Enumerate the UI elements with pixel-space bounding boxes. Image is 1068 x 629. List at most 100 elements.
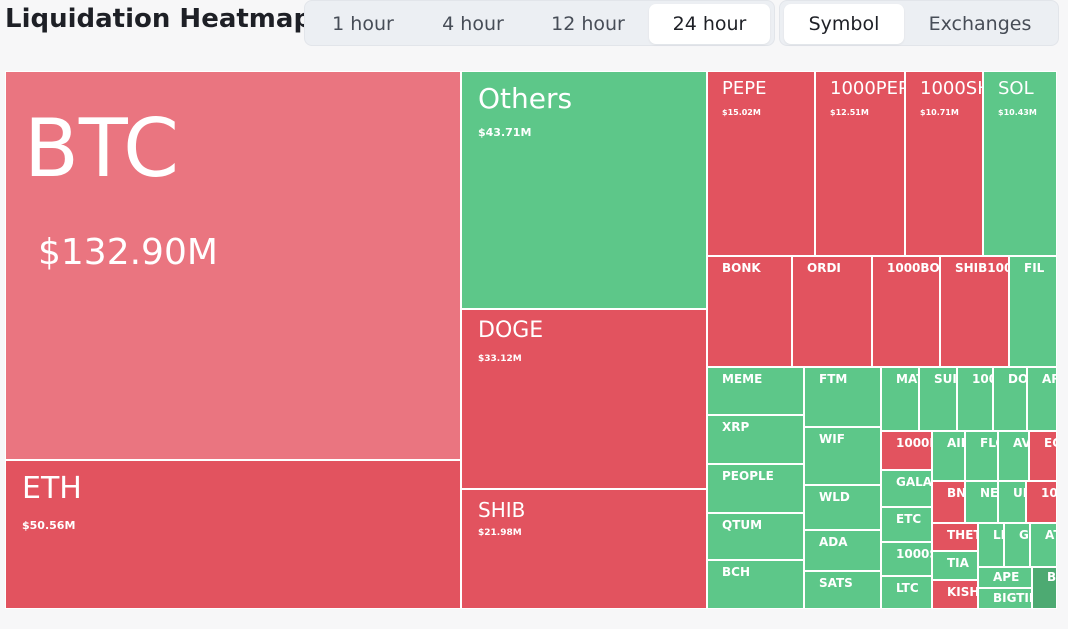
tile-symbol: AID [947,436,964,450]
treemap-tile-etc[interactable]: ETC [881,507,932,542]
tile-symbol: TIA [947,556,969,570]
treemap-tile-1000bonk[interactable]: 1000BONK [872,256,940,367]
treemap-tile-ltc[interactable]: LTC [881,576,932,609]
tile-symbol: APE [993,570,1020,584]
tile-symbol: MATIC [896,372,918,386]
treemap-tile-xrp[interactable]: XRP [707,415,804,464]
tile-symbol: XRP [722,420,750,434]
tile-symbol: WLD [819,490,850,504]
tile-symbol: ETH [22,471,82,506]
treemap-tile-wld[interactable]: WLD [804,485,881,530]
treemap-tile-wif[interactable]: WIF [804,427,881,485]
treemap-tile-g[interactable]: G [1004,523,1030,567]
treemap-tile-atom[interactable]: ATOM [1030,523,1057,567]
tile-symbol: 1000SHIB [920,78,982,99]
treemap-tile-eos[interactable]: EOS [1029,431,1057,481]
treemap-tile-bi[interactable]: BI [1032,567,1057,609]
tile-symbol: FTM [819,372,848,386]
tile-symbol: UNI [1013,486,1025,500]
treemap-tile-near[interactable]: NEAR [965,481,998,523]
treemap-tile-1000floki[interactable]: 1000FLOKI [881,431,932,470]
tile-symbol: SHIB1000 [955,261,1008,275]
tile-symbol: KISHU [947,585,977,599]
tile-symbol: EOS [1044,436,1056,450]
treemap-tile-bonk[interactable]: BONK [707,256,792,367]
treemap-tile-aid[interactable]: AID [932,431,965,481]
treemap-tile-kishu[interactable]: KISHU [932,580,978,609]
page-title: Liquidation Heatmap [5,4,313,34]
treemap-tile-shib[interactable]: SHIB $21.98M [461,489,707,609]
tile-value: $21.98M [478,528,522,538]
treemap-tile-eth[interactable]: ETH $50.56M [5,460,461,609]
tile-symbol: ATOM [1045,528,1056,542]
treemap-tile-1000sats[interactable]: 1000SATS [881,542,932,576]
treemap-tile-dot[interactable]: DOT [993,367,1027,431]
treemap-tile-flo[interactable]: FLO [965,431,998,481]
treemap-tile-qtum[interactable]: QTUM [707,513,804,560]
treemap-tile-li[interactable]: LI [978,523,1004,567]
treemap-tile-matic[interactable]: MATIC [881,367,919,431]
tile-value: $10.71M [920,108,959,117]
treemap-tile-ada[interactable]: ADA [804,530,881,571]
tab-4-hour[interactable]: 4 hour [442,13,504,35]
tile-symbol: 1000BONK [887,261,940,275]
treemap-tile-1000pepe[interactable]: 1000PEPE $12.51M [815,71,905,256]
tile-symbol: WIF [819,432,845,446]
tile-symbol: G [1019,528,1029,542]
tile-symbol: MEME [722,372,763,386]
treemap-tile-arb[interactable]: ARB [1027,367,1057,431]
tile-symbol: SHIB [478,498,526,522]
tile-symbol: DOT [1008,372,1026,386]
treemap-tile-sui[interactable]: SUI [919,367,957,431]
tile-value: $10.43M [998,108,1037,117]
treemap-tile-bigtime[interactable]: BIGTIME [978,588,1032,609]
tile-symbol: Others [478,82,573,115]
treemap-tile-bch[interactable]: BCH [707,560,804,609]
tile-symbol: BI [1047,570,1057,584]
tile-symbol: 100 [972,372,992,386]
tab-24-hour[interactable]: 24 hour [649,4,770,44]
view-mode-tabs: Symbol Exchanges [779,0,1059,46]
treemap-tile-tia[interactable]: TIA [932,551,978,580]
liquidation-treemap: BTC $132.90M ETH $50.56M Others $43.71M DOGE $3… [5,71,1057,609]
tab-symbol[interactable]: Symbol [784,4,904,44]
treemap-tile-100[interactable]: 100 [957,367,993,431]
treemap-tile-ape[interactable]: APE [978,567,1032,588]
tile-symbol: FIL [1024,261,1045,275]
treemap-tile-10[interactable]: 10 [1026,481,1057,523]
treemap-tile-others[interactable]: Others $43.71M [461,71,707,309]
treemap-tile-btc[interactable]: BTC $132.90M [5,71,461,460]
tile-symbol: SOL [998,78,1034,99]
tile-symbol: AVAX [1013,436,1029,450]
tab-12-hour[interactable]: 12 hour [551,13,625,35]
treemap-tile-avax[interactable]: AVAX [998,431,1029,481]
treemap-tile-1000shib[interactable]: 1000SHIB $10.71M [905,71,983,256]
treemap-tile-theta[interactable]: THETA [932,523,978,551]
tab-exchanges[interactable]: Exchanges [928,13,1032,35]
tab-1-hour[interactable]: 1 hour [332,13,394,35]
tile-value: $132.90M [38,232,218,273]
tile-value: $43.71M [478,126,532,139]
tile-value: $33.12M [478,354,522,364]
treemap-tile-ordi[interactable]: ORDI [792,256,872,367]
treemap-tile-bnb[interactable]: BNB [932,481,965,523]
treemap-tile-uni[interactable]: UNI [998,481,1026,523]
treemap-tile-people[interactable]: PEOPLE [707,464,804,513]
tile-symbol: PEOPLE [722,469,774,483]
treemap-tile-shib1000[interactable]: SHIB1000 [940,256,1009,367]
treemap-tile-fil[interactable]: FIL [1009,256,1057,367]
tile-symbol: 1000FLOKI [896,436,931,450]
time-range-tabs: 1 hour 4 hour 12 hour 24 hour [304,0,775,46]
treemap-tile-ftm[interactable]: FTM [804,367,881,427]
treemap-tile-meme[interactable]: MEME [707,367,804,415]
treemap-tile-gala[interactable]: GALA [881,470,932,507]
tile-symbol: LTC [896,581,919,595]
tile-symbol: BTC [24,102,179,195]
treemap-tile-pepe[interactable]: PEPE $15.02M [707,71,815,256]
treemap-tile-sats[interactable]: SATS [804,571,881,609]
treemap-tile-doge[interactable]: DOGE $33.12M [461,309,707,489]
tile-symbol: SATS [819,576,853,590]
tile-symbol: ETC [896,512,922,526]
tile-symbol: 10 [1041,486,1057,500]
treemap-tile-sol[interactable]: SOL $10.43M [983,71,1057,256]
